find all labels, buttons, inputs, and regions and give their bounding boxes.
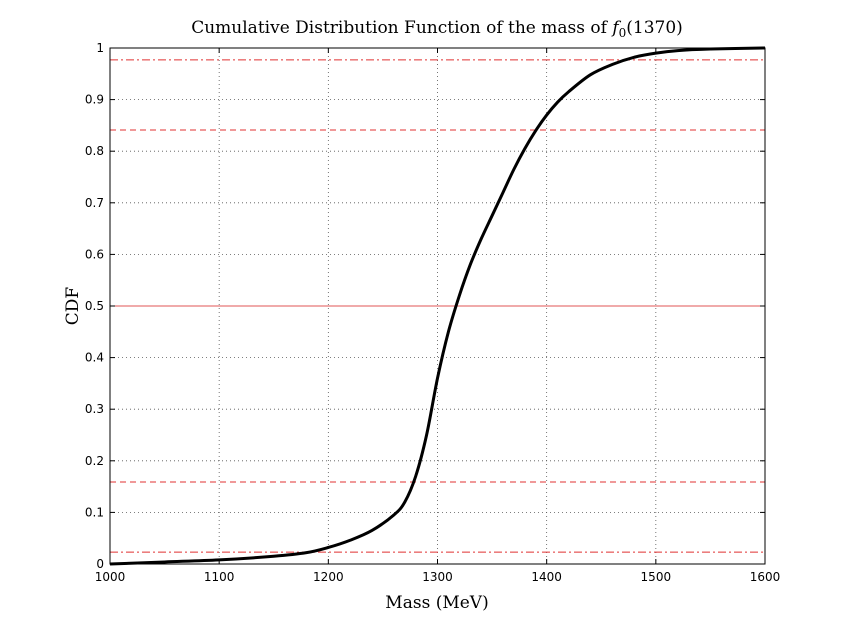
x-tick-label: 1000 <box>95 570 126 584</box>
y-tick-label: 0.2 <box>85 454 104 468</box>
y-tick-label: 0.5 <box>85 299 104 313</box>
x-tick-label: 1500 <box>641 570 672 584</box>
x-tick-label: 1600 <box>750 570 781 584</box>
y-tick-label: 0.3 <box>85 402 104 416</box>
y-tick-label: 0.6 <box>85 247 104 261</box>
x-tick-label: 1300 <box>422 570 453 584</box>
x-axis-label: Mass (MeV) <box>385 593 488 613</box>
x-tick-label: 1100 <box>204 570 235 584</box>
cdf-series-line <box>109 46 766 566</box>
ticks: 1000 1100 1200 1300 1400 1500 1600 0 0.1 0.2 0.3 0.… <box>85 41 780 584</box>
y-tick-label: 0.7 <box>85 196 104 210</box>
y-tick-label: 1 <box>96 41 104 55</box>
y-tick-label: 0 <box>96 557 104 571</box>
title-main: Cumulative Distribution Function of the … <box>191 18 612 38</box>
y-tick-label: 0.4 <box>85 351 104 365</box>
series-group <box>109 46 766 566</box>
title-symbol: f <box>610 18 621 38</box>
y-tick-label: 0.1 <box>85 505 104 519</box>
reference-lines <box>110 59 765 553</box>
chart-title: Cumulative Distribution Function of the … <box>191 18 683 40</box>
x-tick-label: 1400 <box>531 570 562 584</box>
y-tick-label: 0.9 <box>85 93 104 107</box>
x-tick-label: 1200 <box>313 570 344 584</box>
y-axis-label: CDF <box>63 287 83 326</box>
title-tail: (1370) <box>626 18 683 38</box>
title-subscript: 0 <box>619 26 627 40</box>
y-tick-label: 0.8 <box>85 144 104 158</box>
